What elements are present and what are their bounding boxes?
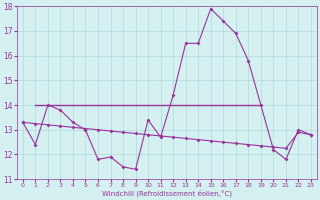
X-axis label: Windchill (Refroidissement éolien,°C): Windchill (Refroidissement éolien,°C)	[102, 190, 232, 197]
